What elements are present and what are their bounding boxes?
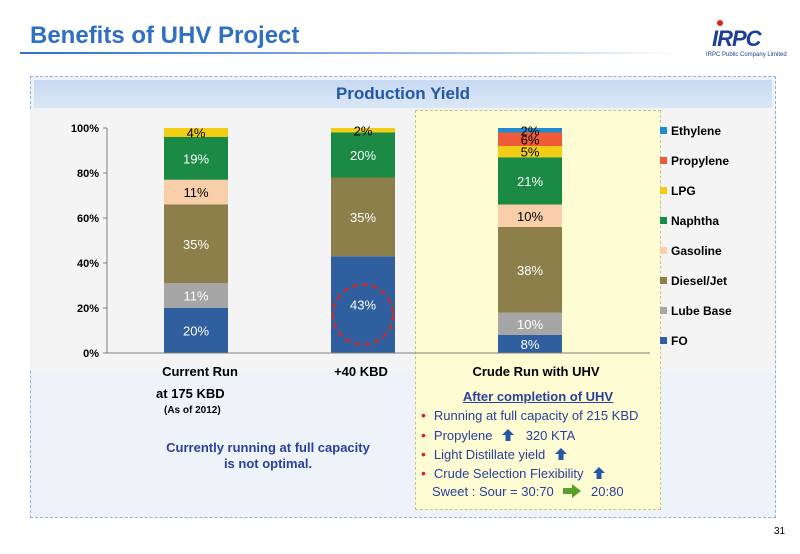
data-label: 19% <box>183 151 209 166</box>
legend-label: Diesel/Jet <box>671 274 727 288</box>
bar-segment-fo <box>498 335 562 353</box>
data-label: 2% <box>354 123 373 138</box>
y-tick-label: 80% <box>77 168 99 180</box>
data-label: 6% <box>521 132 540 147</box>
bar-segment-lpg <box>331 128 395 133</box>
data-label: 10% <box>517 209 543 224</box>
legend-label: Naphtha <box>671 214 719 228</box>
bar-segment-naphtha <box>498 157 562 205</box>
legend-label: LPG <box>671 184 696 198</box>
legend-swatch <box>660 157 667 164</box>
current-run-note: Currently running at full capacity is no… <box>140 440 396 472</box>
current-run-as-of: (As of 2012) <box>164 405 221 416</box>
legend-swatch <box>660 127 667 134</box>
title-underline <box>20 52 680 54</box>
uhv-item-text: Running at full capacity of 215 KBD <box>433 408 639 423</box>
right-arrow-icon <box>563 484 582 498</box>
data-label: 20% <box>183 324 209 339</box>
slide-title: Benefits of UHV Project <box>30 22 300 49</box>
logo-dot <box>717 20 723 26</box>
up-arrow-icon <box>593 467 606 479</box>
bar-segment-propylene <box>498 132 562 146</box>
bullet-icon: • <box>421 407 426 423</box>
logo-subtitle: IRPC Public Company Limited <box>706 52 787 58</box>
bar-segment-diesel-jet <box>164 204 228 284</box>
data-label: 43% <box>350 298 376 313</box>
uhv-item-text: Propylene <box>433 428 493 443</box>
panel-title: Production Yield <box>335 84 471 103</box>
bullet-icon: • <box>421 446 426 462</box>
sweet-sour-ratio: Sweet : Sour = 30:70 20:80 <box>432 484 624 499</box>
bar-segment-ethylene <box>498 128 562 133</box>
data-label: 10% <box>517 317 543 332</box>
legend-label: FO <box>671 334 688 348</box>
bar-segment-lpg <box>498 146 562 158</box>
uhv-item-text: Crude Selection Flexibility <box>433 466 584 481</box>
bar-segment-diesel-jet <box>498 227 562 313</box>
data-label: 20% <box>350 148 376 163</box>
logo-word: IRPC <box>712 26 762 51</box>
data-label: 35% <box>350 210 376 225</box>
data-label: 11% <box>183 289 208 304</box>
page-number: 31 <box>774 526 786 537</box>
current-run-capacity: at 175 KBD <box>156 386 225 401</box>
y-tick-label: 60% <box>77 213 99 225</box>
legend-swatch <box>660 307 667 314</box>
legend-label: Ethylene <box>671 124 721 138</box>
bullet-icon: • <box>421 427 426 443</box>
current-note-line2: is not optimal. <box>223 456 313 471</box>
data-label: 4% <box>187 126 206 141</box>
data-label: 11% <box>183 185 208 200</box>
bar-segment-fo <box>164 308 228 353</box>
y-tick-label: 40% <box>77 258 99 270</box>
uhv-item-text: Light Distillate yield <box>433 447 546 462</box>
category-label-plus40: +40 KBD <box>334 364 388 379</box>
legend-swatch <box>660 187 667 194</box>
bar-segment-gasoline <box>164 179 228 205</box>
legend-label: Lube Base <box>671 304 732 318</box>
up-arrow-icon <box>502 429 515 441</box>
bar-segment-lpg <box>164 128 228 137</box>
uhv-item-capacity: • Running at full capacity of 215 KBD <box>421 407 638 423</box>
uhv-item-crude-flexibility: • Crude Selection Flexibility <box>421 465 606 481</box>
bar-segment-gasoline <box>498 204 562 227</box>
data-label: 8% <box>521 337 540 352</box>
y-tick-label: 0% <box>83 348 99 360</box>
up-arrow-icon <box>554 448 567 460</box>
bar-segment-lube-base <box>164 283 228 308</box>
data-label: 2% <box>521 123 540 138</box>
bullet-icon: • <box>421 465 426 481</box>
legend-swatch <box>660 337 667 344</box>
bar-segment-diesel-jet <box>331 177 395 257</box>
uhv-item-propylene: • Propylene 320 KTA <box>421 427 575 443</box>
category-label-crude-run-uhv: Crude Run with UHV <box>472 364 600 379</box>
data-label: 35% <box>183 237 209 252</box>
data-label: 5% <box>521 145 540 160</box>
y-tick-label: 100% <box>71 123 99 135</box>
sweet-sour-from: Sweet : Sour = 30:70 <box>432 484 554 499</box>
data-label: 21% <box>517 174 543 189</box>
current-note-line1: Currently running at full capacity <box>166 440 370 455</box>
bar-segment-lube-base <box>498 312 562 335</box>
legend-label: Gasoline <box>671 244 722 258</box>
data-label: 38% <box>517 263 543 278</box>
y-tick-label: 20% <box>77 303 99 315</box>
legend-swatch <box>660 247 667 254</box>
highlight-circle <box>332 283 394 346</box>
category-label-current-run: Current Run <box>162 364 238 379</box>
uhv-heading: After completion of UHV <box>462 389 614 404</box>
panel-header: Production Yield <box>34 80 772 108</box>
legend-swatch <box>660 277 667 284</box>
sweet-sour-to: 20:80 <box>591 484 624 499</box>
bar-segment-naphtha <box>331 132 395 178</box>
uhv-item-light-distillate: • Light Distillate yield <box>421 446 567 462</box>
legend-label: Propylene <box>671 154 729 168</box>
propylene-value: 320 KTA <box>525 428 576 443</box>
company-logo: IRPC IRPC Public Company Limited <box>698 16 787 64</box>
bar-segment-naphtha <box>164 137 228 180</box>
legend-swatch <box>660 217 667 224</box>
